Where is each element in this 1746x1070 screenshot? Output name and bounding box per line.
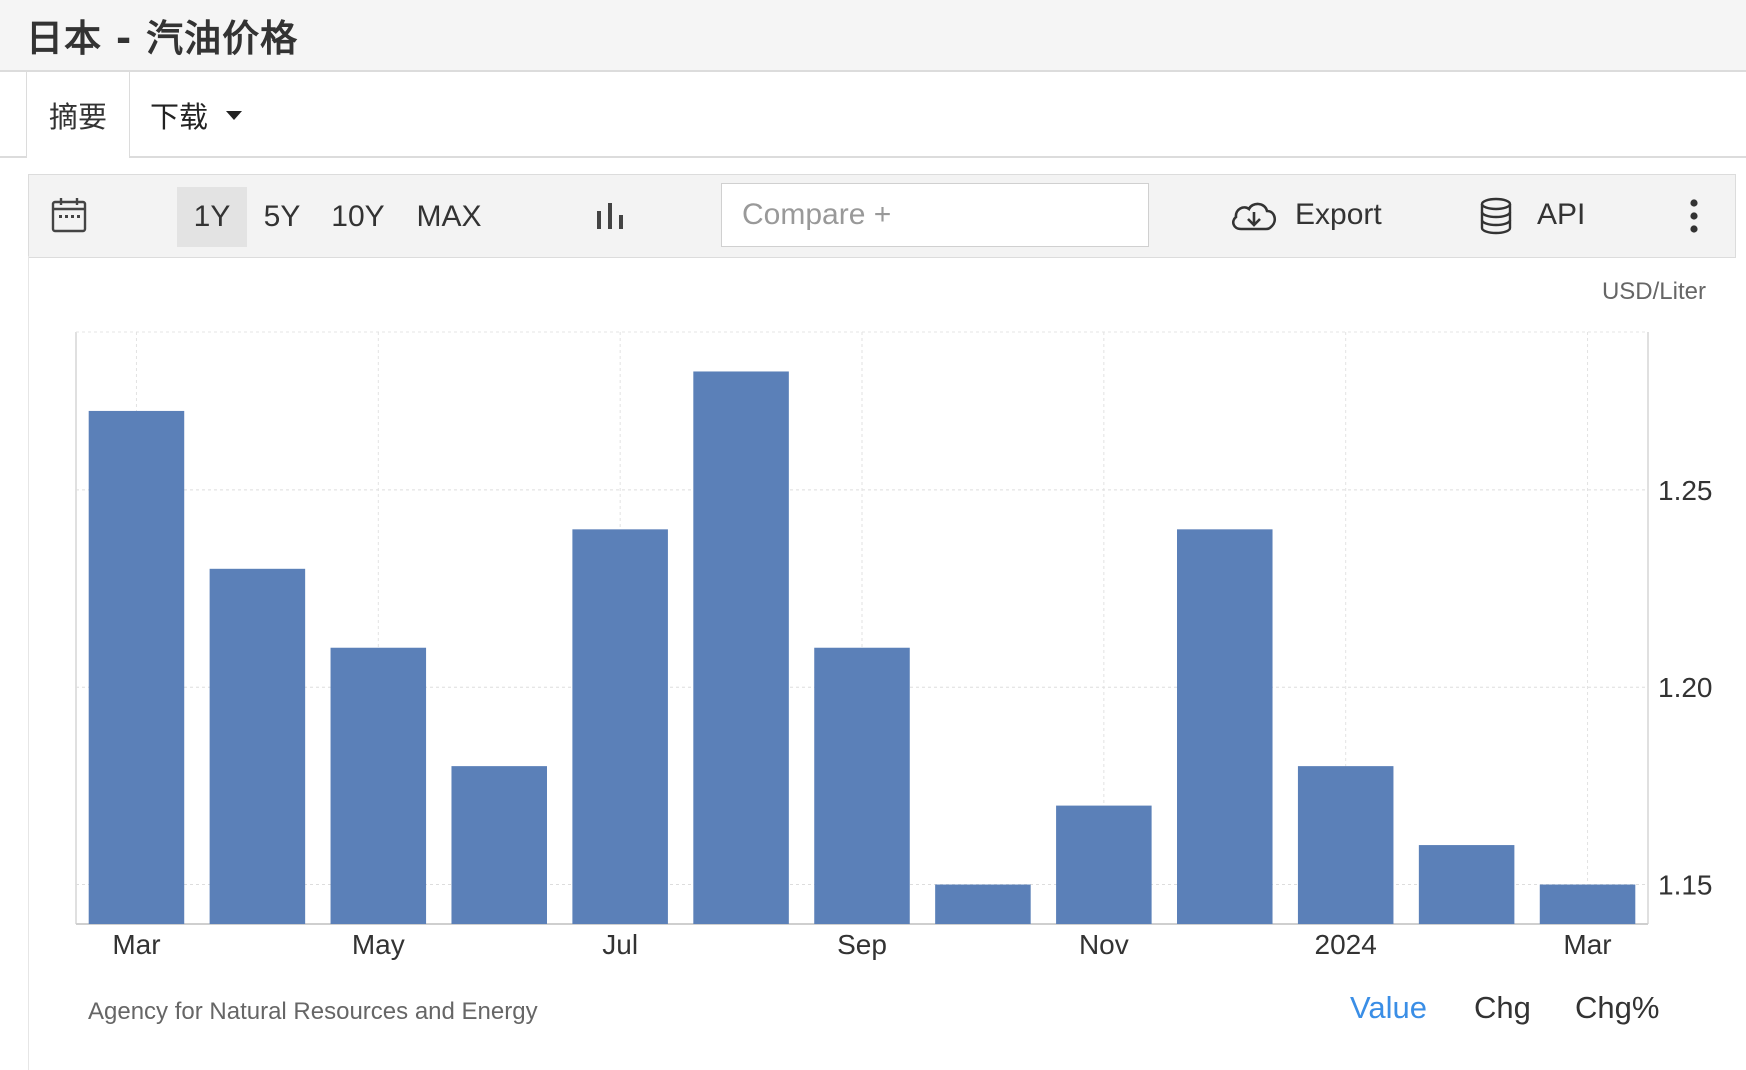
tab-download[interactable]: 下载 [150, 94, 243, 136]
compare-input[interactable]: Compare + [721, 183, 1149, 247]
x-tick-label: Jul [602, 929, 638, 960]
page-title: 日本 - 汽油价格 [26, 17, 299, 60]
bar [693, 371, 789, 924]
tab-summary-label: 摘要 [49, 100, 108, 134]
title-bar: 日本 - 汽油价格 [0, 0, 1746, 72]
tab-summary[interactable]: 摘要 [26, 72, 130, 158]
range-1y-button[interactable]: 1Y [177, 187, 247, 247]
source-label: Agency for Natural Resources and Energy [88, 998, 538, 1025]
bar [1418, 845, 1515, 924]
export-button[interactable]: Export [1229, 185, 1382, 245]
cloud-download-icon [1231, 202, 1277, 231]
api-label: API [1537, 198, 1586, 231]
bar [209, 568, 306, 924]
bar [330, 647, 427, 924]
bar [1539, 884, 1636, 924]
bar-chart-type-icon[interactable] [595, 201, 625, 231]
bar [572, 529, 668, 924]
bar [1297, 766, 1394, 924]
bar [451, 766, 547, 924]
export-label: Export [1295, 198, 1382, 231]
x-tick-label: Mar [112, 929, 160, 960]
tab-row: 摘要 下载 [0, 72, 1746, 158]
mode-chg-button[interactable]: Chg [1474, 990, 1531, 1025]
more-vertical-icon[interactable] [1689, 199, 1699, 233]
mode-value-button[interactable]: Value [1350, 990, 1427, 1025]
range-5y-button[interactable]: 5Y [263, 200, 301, 233]
content-left-border [28, 256, 29, 1070]
x-tick-label: Nov [1079, 929, 1129, 960]
range-10y-button[interactable]: 10Y [331, 200, 385, 233]
x-tick-label: May [352, 929, 405, 960]
calendar-icon[interactable] [51, 197, 87, 233]
x-tick-label: 2024 [1315, 929, 1377, 960]
api-button[interactable]: API [1479, 185, 1585, 245]
x-tick-label: Mar [1563, 929, 1611, 960]
x-tick-label: Sep [837, 929, 887, 960]
bar [1056, 805, 1152, 924]
y-tick-label: 1.25 [1658, 475, 1713, 506]
range-max-button[interactable]: MAX [416, 200, 482, 233]
y-tick-label: 1.20 [1658, 672, 1713, 703]
chart-toolbar: 1Y 5Y 10Y MAX Compare + Export API [28, 174, 1736, 258]
mode-chg-pct-button[interactable]: Chg% [1575, 990, 1660, 1025]
bar [88, 410, 185, 924]
tab-download-label: 下载 [150, 100, 209, 134]
unit-label: USD/Liter [1601, 278, 1706, 305]
bar [1177, 529, 1273, 924]
caret-down-icon [226, 110, 243, 120]
database-icon [1480, 197, 1512, 235]
bar [935, 884, 1031, 924]
y-tick-label: 1.15 [1658, 870, 1713, 901]
bar [814, 647, 910, 924]
